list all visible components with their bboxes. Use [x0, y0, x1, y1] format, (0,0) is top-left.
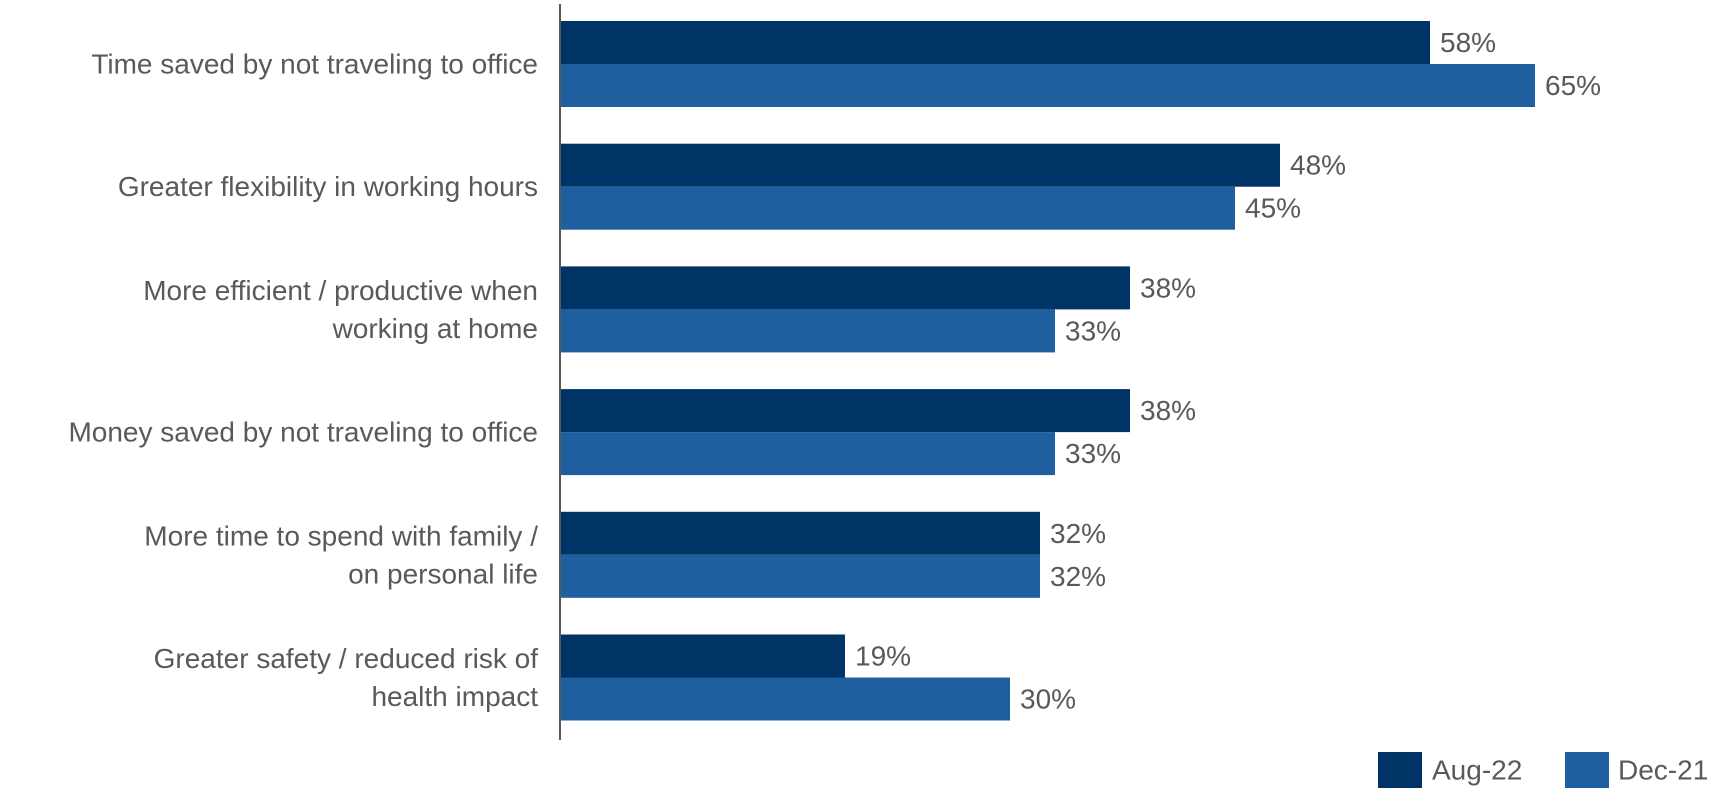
category-label-3: Money saved by not traveling to office — [68, 417, 538, 448]
legend: Aug-22 Dec-21 — [1378, 752, 1708, 788]
data-label-aug22-1: 48% — [1290, 150, 1346, 181]
data-label-aug22-2: 38% — [1140, 272, 1196, 303]
data-label-aug22-3: 38% — [1140, 395, 1196, 426]
bar-dec21-3 — [560, 432, 1055, 476]
category-label-1: Greater flexibility in working hours — [118, 171, 538, 202]
category-label-4-line-0: More time to spend with family / — [144, 520, 538, 551]
bar-aug22-3 — [560, 389, 1130, 433]
data-label-dec21-2: 33% — [1065, 315, 1121, 346]
bar-dec21-1 — [560, 186, 1235, 230]
bar-dec21-0 — [560, 64, 1535, 107]
bar-aug22-4 — [560, 511, 1040, 555]
data-label-dec21-5: 30% — [1020, 684, 1076, 715]
bar-aug22-0 — [560, 21, 1430, 64]
bar-aug22-5 — [560, 634, 845, 678]
bar-dec21-4 — [560, 554, 1040, 598]
bar-dec21-5 — [560, 677, 1010, 721]
data-labels-group: 58% 65% 48% 45% 38% 33% 38% 33% 32% 32% 19% 30% — [855, 27, 1601, 715]
bar-aug22-2 — [560, 266, 1130, 310]
data-label-dec21-4: 32% — [1050, 561, 1106, 592]
category-label-0: Time saved by not traveling to office — [91, 49, 538, 80]
category-label-5-line-0: Greater safety / reduced risk of — [154, 643, 539, 674]
legend-label-aug22: Aug-22 — [1432, 755, 1522, 786]
legend-swatch-dec21 — [1565, 752, 1609, 788]
bar-aug22-1 — [560, 143, 1280, 187]
data-label-dec21-0: 65% — [1545, 70, 1601, 101]
data-label-aug22-0: 58% — [1440, 27, 1496, 58]
data-label-aug22-5: 19% — [855, 641, 911, 672]
data-label-aug22-4: 32% — [1050, 518, 1106, 549]
data-label-dec21-3: 33% — [1065, 438, 1121, 469]
category-label-4-line-1: on personal life — [348, 558, 538, 589]
category-label-2-line-0: More efficient / productive when — [143, 275, 538, 306]
legend-swatch-aug22 — [1378, 752, 1422, 788]
legend-label-dec21: Dec-21 — [1618, 755, 1708, 786]
data-label-dec21-1: 45% — [1245, 193, 1301, 224]
category-label-5-line-1: health impact — [371, 681, 538, 712]
bars-group — [560, 21, 1535, 721]
bar-dec21-2 — [560, 309, 1055, 353]
category-label-2-line-1: working at home — [332, 313, 538, 344]
category-labels-group: Time saved by not traveling to office Gre… — [68, 49, 538, 713]
